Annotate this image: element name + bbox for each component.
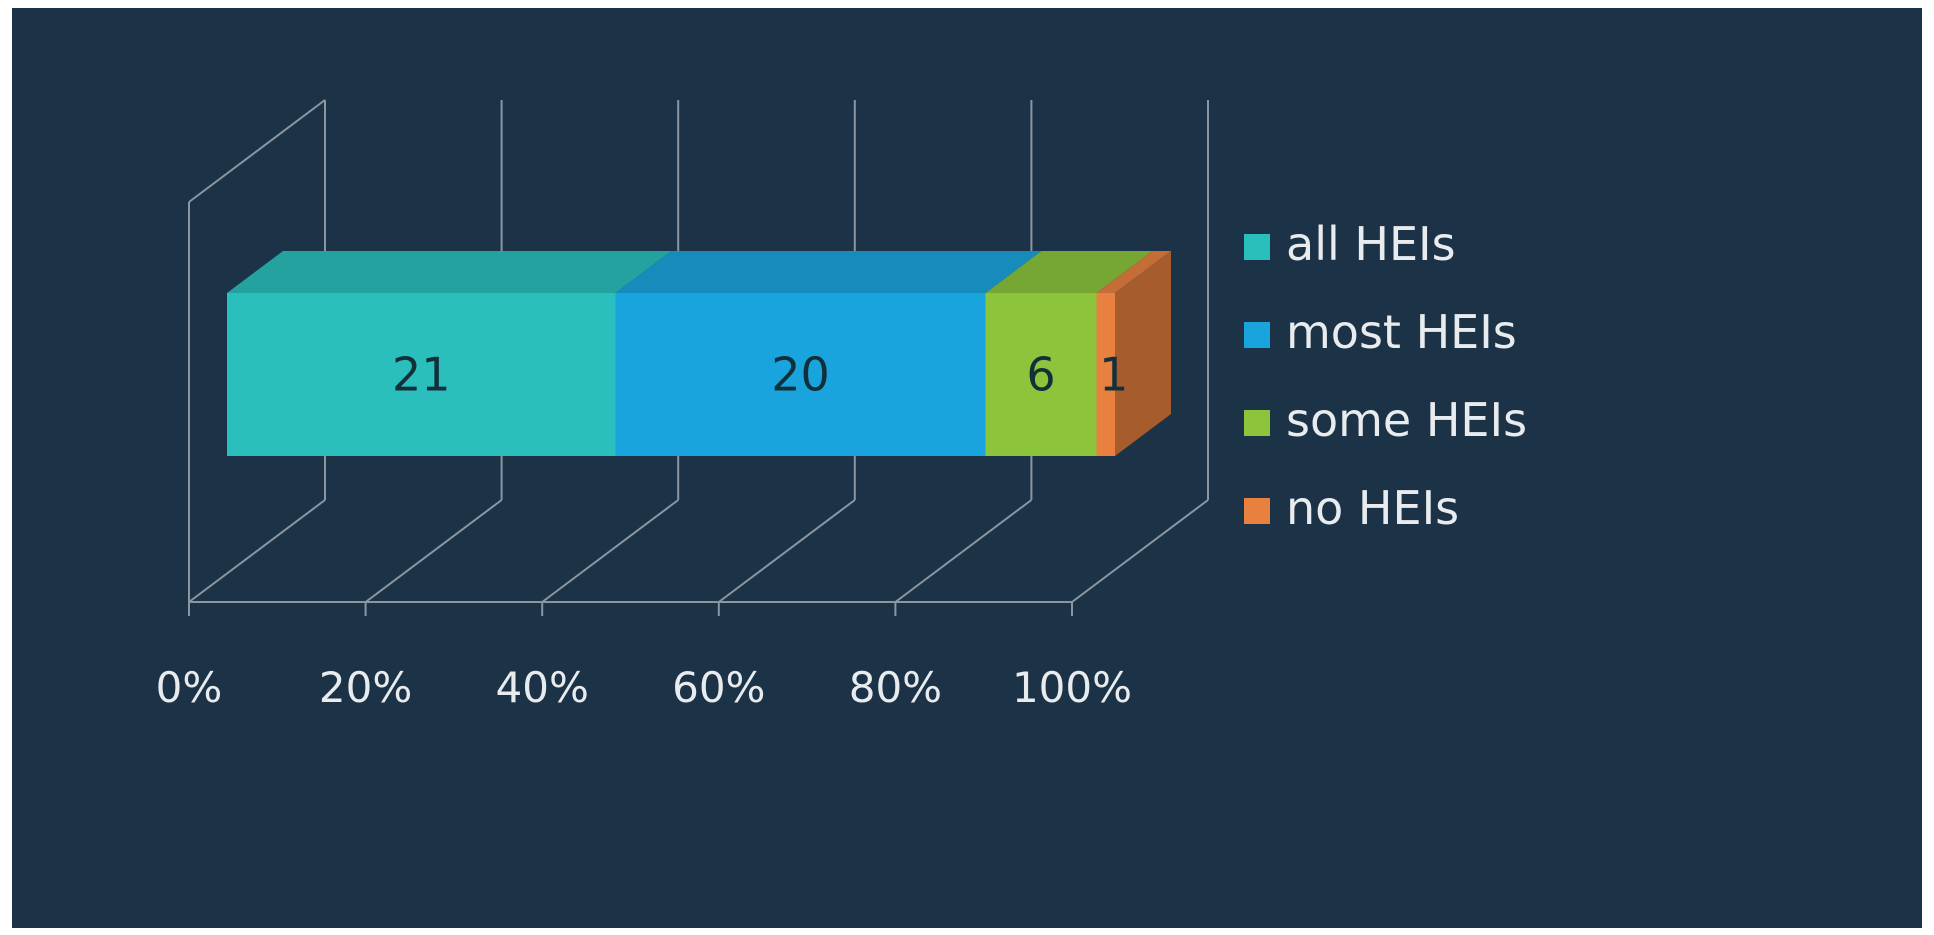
data-label: 1 <box>1099 348 1128 402</box>
legend-item: no HEIs <box>1244 481 1459 535</box>
legend-label: most HEIs <box>1286 305 1517 359</box>
legend-swatch <box>1244 234 1270 260</box>
wall-left-top-edge <box>188 99 326 203</box>
legend-item: most HEIs <box>1244 305 1517 359</box>
chart-panel: 21 20 6 1 0% 20% 40% 60% 80% 100% all HEIs most H… <box>12 8 1922 928</box>
bar-side-face <box>1115 251 1171 456</box>
data-label: 6 <box>1026 348 1055 402</box>
legend-label: all HEIs <box>1286 217 1456 271</box>
legend-label: no HEIs <box>1286 481 1459 535</box>
legend-item: all HEIs <box>1244 217 1456 271</box>
bar-segment-some-heis <box>985 251 1153 456</box>
legend-swatch <box>1244 498 1270 524</box>
x-tick-label: 60% <box>672 663 765 712</box>
legend-swatch <box>1244 410 1270 436</box>
x-tick-label: 40% <box>496 663 589 712</box>
floor-gridline <box>718 499 856 603</box>
legend-label: some HEIs <box>1286 393 1527 447</box>
bar-front-face <box>615 293 986 456</box>
floor-gridline <box>541 499 679 603</box>
bar-top-face <box>615 251 1042 293</box>
legend: all HEIs most HEIs some HEIs no HEIs <box>1244 217 1527 535</box>
bar-front-face <box>985 293 1097 456</box>
bar-top-face <box>227 251 672 293</box>
floor-gridline <box>894 499 1033 603</box>
bar-segment-no-heis <box>1096 251 1171 456</box>
x-axis-ticks: 0% 20% 40% 60% 80% 100% <box>156 663 1132 712</box>
data-label: 21 <box>392 348 451 402</box>
stacked-bar-chart: 21 20 6 1 0% 20% 40% 60% 80% 100% all HEIs most H… <box>156 99 1527 712</box>
x-tick-label: 0% <box>156 663 223 712</box>
bar-segments <box>227 251 1171 456</box>
bar-front-face <box>1096 293 1115 456</box>
bar-front-face <box>227 293 616 456</box>
bar-top-face <box>1096 251 1171 293</box>
x-tick-label: 80% <box>849 663 942 712</box>
legend-swatch <box>1244 322 1270 348</box>
bar-segment-all-heis <box>227 251 672 456</box>
data-labels: 21 20 6 1 <box>392 348 1128 402</box>
legend-item: some HEIs <box>1244 393 1527 447</box>
floor-gridline <box>365 499 503 603</box>
x-tick-label: 100% <box>1012 663 1132 712</box>
data-label: 20 <box>771 348 830 402</box>
bar-top-face <box>985 251 1153 293</box>
floor-gridline <box>1071 499 1209 603</box>
x-tick-label: 20% <box>319 663 412 712</box>
bar-segment-most-heis <box>615 251 1042 456</box>
floor-gridline <box>188 499 326 603</box>
